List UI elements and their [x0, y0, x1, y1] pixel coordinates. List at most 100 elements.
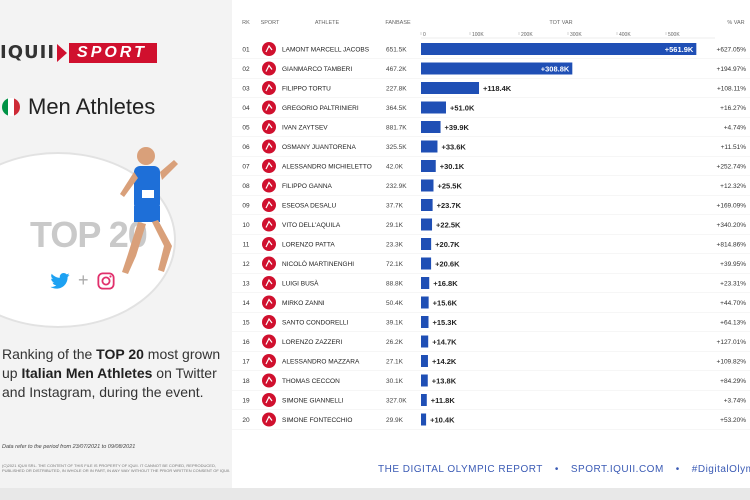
copyright-text: (C)2021 IQUII SRL. THE CONTENT OF THIS F…: [2, 463, 231, 473]
athlete-name: GIANMARCO TAMBERI: [282, 66, 352, 73]
fanbase-value: 72.1K: [386, 261, 404, 268]
bar-value-label: +39.9K: [445, 123, 470, 132]
column-header: ATHLETE: [315, 20, 340, 26]
athlete-name: LUIGI BUSÀ: [282, 279, 319, 288]
bar: [421, 316, 429, 328]
rank-label: 16: [242, 339, 250, 346]
sport-icon: [262, 139, 276, 154]
fanbase-value: 37.7K: [386, 203, 404, 210]
bar-value-label: +30.1K: [440, 162, 465, 171]
sport-icon-glyph: [265, 259, 273, 267]
column-header: % VAR: [727, 20, 744, 26]
sport-icon: [262, 276, 276, 290]
pct-var-value: +44.70%: [720, 300, 746, 307]
fanbase-value: 327.0K: [386, 398, 407, 405]
bar: [421, 394, 427, 406]
bar-value-label: +118.4K: [483, 84, 512, 93]
pct-var-value: +340.20%: [717, 222, 747, 229]
rank-label: 18: [242, 378, 250, 385]
bar-value-label: +14.2K: [432, 357, 457, 366]
sport-icon: [262, 100, 276, 115]
sport-icon: [262, 393, 276, 407]
fanbase-value: 30.1K: [386, 378, 404, 385]
fanbase-value: 88.8K: [386, 281, 404, 288]
fanbase-value: 50.4K: [386, 300, 404, 307]
fanbase-value: 467.2K: [386, 66, 407, 73]
bar: [421, 199, 433, 211]
pct-var-value: +194.97%: [717, 66, 747, 73]
pct-var-value: +11.51%: [721, 144, 747, 151]
pct-var-value: +16.27%: [720, 105, 746, 112]
axis-tick-label: 200K: [521, 32, 533, 38]
bar-value-label: +16.8K: [433, 279, 458, 288]
rank-label: 14: [242, 300, 250, 307]
rank-label: 15: [242, 320, 250, 327]
bar: [421, 160, 436, 172]
athlete-name: LAMONT MARCELL JACOBS: [282, 47, 370, 54]
athlete-name: IVAN ZAYTSEV: [282, 125, 328, 132]
bar: [421, 277, 430, 289]
rank-label: 04: [242, 105, 250, 112]
ranking-description: Ranking of the TOP 20 most grown up Ital…: [2, 346, 221, 400]
athlete-name: ALESSANDRO MAZZARA: [282, 359, 360, 366]
athlete-name: VITO DELL'AQUILA: [282, 222, 341, 229]
bar-value-label: +51.0K: [450, 104, 475, 113]
footer-dot-icon: •: [675, 464, 680, 475]
sport-icon: [262, 81, 276, 95]
sport-icon: [262, 412, 276, 427]
bar: [421, 238, 432, 250]
column-header: TOT VAR: [549, 20, 572, 26]
sport-icon-glyph: [265, 317, 273, 326]
bar-value-label: +14.7K: [432, 338, 457, 347]
fanbase-value: 26.2K: [386, 339, 404, 346]
bar-value-label: +561.9K: [665, 45, 694, 54]
sport-icon: [262, 217, 276, 232]
sport-icon-glyph: [265, 356, 273, 365]
footer-report-link[interactable]: THE DIGITAL OLYMPIC REPORT: [378, 464, 543, 475]
pct-var-value: +108.11%: [717, 86, 746, 93]
sport-icon: [262, 198, 276, 212]
bar: [421, 335, 429, 348]
pct-var-value: +4.74%: [724, 125, 746, 132]
athlete-name: MIRKO ZANNI: [282, 300, 325, 307]
sport-icon: [262, 237, 276, 251]
left-panel: IQUII SPORT Men Athletes TOP 20 + Rankin…: [0, 0, 232, 488]
bar-value-label: +22.5K: [436, 221, 461, 230]
pct-var-value: +814.86%: [717, 242, 747, 249]
rank-label: 06: [242, 144, 250, 151]
athlete-name: GREGORIO PALTRINIERI: [282, 105, 359, 112]
bar: [421, 121, 441, 133]
bar-value-label: +10.4K: [430, 416, 455, 425]
fanbase-value: 364.5K: [386, 105, 407, 112]
column-header: RK: [242, 20, 250, 26]
sport-icon-glyph: [265, 395, 273, 404]
fanbase-value: 27.1K: [386, 359, 404, 366]
axis-tick-label: 100K: [472, 32, 484, 38]
italy-flag-icon: [2, 98, 20, 116]
pct-var-value: +84.29%: [720, 378, 746, 385]
pct-var-value: +169.09%: [717, 203, 747, 210]
ranking-chart: RK SPORT ATHLETE FANBASE TOT VAR % VAR 0 100K 20…: [232, 20, 750, 430]
bar: [421, 140, 438, 153]
pct-var-value: +23.31%: [720, 281, 746, 288]
sport-icon: [262, 315, 276, 329]
bar-value-label: +15.6K: [433, 299, 458, 308]
bar: [421, 257, 432, 270]
rank-label: 17: [242, 359, 250, 366]
sport-icon: [262, 354, 276, 368]
sport-icon-glyph: [265, 83, 273, 92]
bar: [421, 179, 434, 192]
sport-icon: [262, 159, 276, 173]
pct-var-value: +64.13%: [720, 320, 746, 327]
footer-site-link[interactable]: SPORT.IQUII.COM: [570, 464, 664, 475]
athlete-name: SANTO CONDORELLI: [282, 320, 349, 327]
fanbase-value: 227.8K: [386, 86, 407, 93]
sport-icon: [262, 61, 276, 76]
sport-icon-glyph: [265, 200, 273, 209]
social-icons: +: [50, 270, 115, 291]
bar-value-label: +20.6K: [435, 260, 460, 269]
sport-icon-glyph: [265, 239, 273, 248]
sport-icon: [262, 295, 276, 310]
footer-hashtag-link[interactable]: #DigitalOlympicRe: [691, 464, 750, 475]
fanbase-value: 651.5K: [386, 47, 407, 54]
